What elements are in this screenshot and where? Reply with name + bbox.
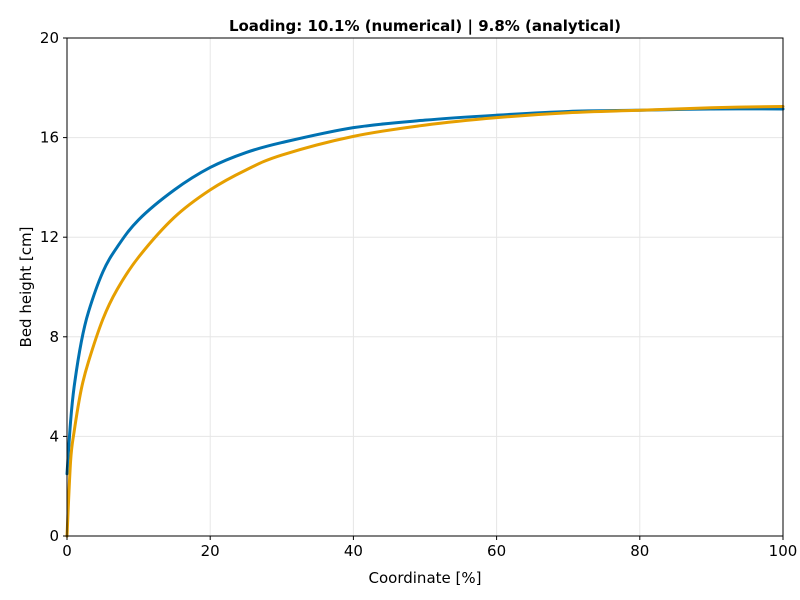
x-tick-label: 20 [201,542,220,560]
y-tick-label: 12 [40,228,59,246]
y-tick-label: 8 [49,328,59,346]
x-tick-label: 40 [344,542,363,560]
series-line-1 [65,107,785,476]
tick-layer: 0 20 40 60 80 100 0 4 8 12 16 20 [40,29,797,560]
x-tick-label: 0 [62,542,72,560]
x-tick-label: 80 [630,542,649,560]
chart-title: Loading: 10.1% (numerical) | 9.8% (analy… [229,17,621,36]
y-tick-label: 20 [40,29,59,47]
y-axis-label: Bed height [cm] [17,227,35,348]
plot-frame [66,37,784,537]
y-tick-label: 4 [49,427,59,445]
series-line-2 [65,104,785,538]
grid-layer [66,37,784,537]
x-axis-label: Coordinate [%] [369,569,482,587]
y-tick-label: 16 [40,129,59,147]
series-layer [65,104,785,538]
x-tick-label: 60 [487,542,506,560]
y-tick-label: 0 [49,527,59,545]
x-tick-label: 100 [769,542,798,560]
